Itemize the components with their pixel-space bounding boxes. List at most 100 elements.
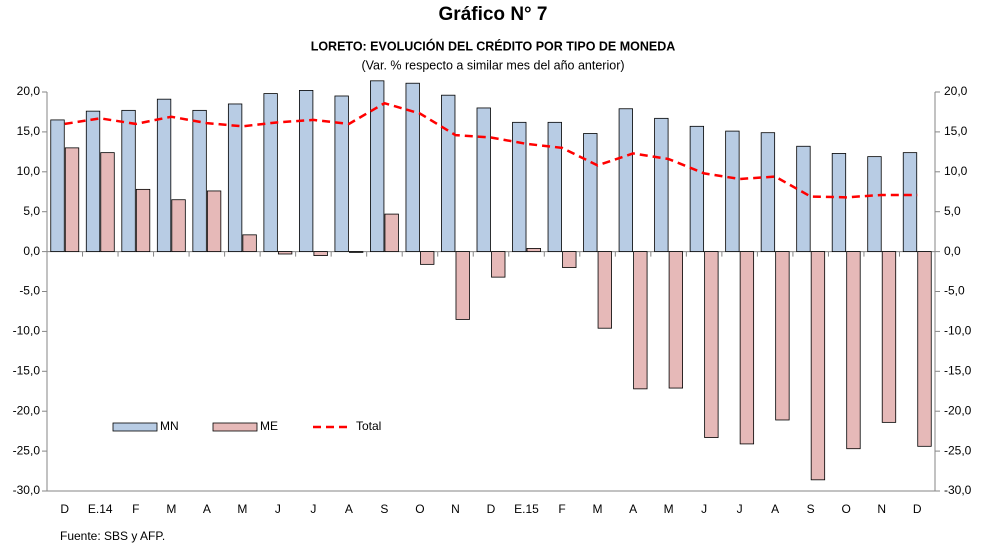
- x-tick-label: D: [487, 502, 496, 516]
- x-tick-label: A: [629, 502, 637, 516]
- bar: [370, 80, 385, 253]
- bar: [50, 119, 65, 252]
- x-tick-label: E.15: [514, 502, 539, 516]
- bar: [689, 125, 705, 253]
- legend-label: ME: [260, 419, 278, 433]
- bar: [277, 251, 293, 255]
- bar: [633, 251, 648, 390]
- bar: [192, 109, 207, 252]
- bar: [334, 95, 349, 252]
- y2-tick-label: -25,0: [944, 443, 972, 457]
- bar: [760, 132, 776, 252]
- y-tick-label: -20,0: [13, 403, 41, 417]
- legend-label: Total: [356, 419, 381, 433]
- y2-tick-label: 5,0: [944, 204, 961, 218]
- chart-subtitle: LORETO: EVOLUCIÓN DEL CRÉDITO POR TIPO D…: [311, 38, 676, 53]
- legend-swatch: [112, 422, 158, 432]
- bar: [512, 121, 527, 252]
- bar: [491, 251, 506, 278]
- x-tick-label: M: [237, 502, 247, 516]
- bar: [64, 147, 80, 252]
- bar: [121, 109, 136, 252]
- bar: [867, 156, 882, 252]
- bar: [227, 103, 243, 253]
- y2-tick-label: -20,0: [944, 403, 972, 417]
- source: Fuente: SBS y AFP.: [60, 529, 165, 543]
- x-tick-label: M: [664, 502, 674, 516]
- y-tick-label: -5,0: [19, 284, 40, 298]
- x-tick-label: S: [380, 502, 388, 516]
- bar: [313, 251, 328, 256]
- bar: [455, 251, 470, 320]
- x-tick-label: N: [451, 502, 460, 516]
- bar: [100, 152, 115, 252]
- y-tick-label: 10,0: [17, 164, 41, 178]
- y-tick-label: -30,0: [13, 483, 41, 497]
- bar: [831, 153, 847, 252]
- bar: [796, 145, 811, 252]
- x-tick-label: O: [415, 502, 424, 516]
- bar: [547, 121, 562, 252]
- y2-tick-label: 10,0: [944, 164, 968, 178]
- bar: [298, 90, 314, 252]
- x-tick-label: S: [807, 502, 815, 516]
- x-tick-label: N: [877, 502, 886, 516]
- x-tick-label: J: [310, 502, 316, 516]
- bar: [881, 251, 897, 423]
- bar: [562, 251, 577, 268]
- legend-swatch: [212, 422, 258, 432]
- y2-tick-label: -10,0: [944, 324, 972, 338]
- bar: [156, 98, 172, 252]
- bar: [739, 251, 755, 445]
- legend-label: MN: [160, 419, 179, 433]
- x-tick-label: M: [593, 502, 603, 516]
- x-tick-label: J: [275, 502, 281, 516]
- bar: [420, 251, 435, 265]
- x-tick-label: M: [166, 502, 176, 516]
- bar: [171, 199, 186, 252]
- bar: [810, 251, 826, 481]
- chart-title: Gráfico N° 7: [439, 4, 548, 25]
- y-tick-label: 20,0: [17, 84, 41, 98]
- bar: [597, 251, 612, 329]
- y2-tick-label: -5,0: [944, 284, 965, 298]
- bar: [384, 213, 399, 252]
- bar: [263, 93, 278, 252]
- bar: [476, 107, 491, 252]
- bar: [242, 234, 257, 252]
- bar: [668, 251, 683, 389]
- bar: [725, 130, 740, 253]
- bar: [135, 188, 151, 253]
- x-tick-label: F: [132, 502, 139, 516]
- x-tick-label: A: [771, 502, 779, 516]
- x-tick-label: E.14: [88, 502, 113, 516]
- x-tick-label: J: [737, 502, 743, 516]
- bar: [917, 251, 932, 447]
- y2-tick-label: 0,0: [944, 244, 961, 258]
- x-tick-label: A: [203, 502, 211, 516]
- bar: [902, 152, 918, 252]
- bar: [775, 251, 790, 421]
- y2-tick-label: -15,0: [944, 363, 972, 377]
- x-tick-label: A: [345, 502, 353, 516]
- chart-note: (Var. % respecto a similar mes del año a…: [361, 58, 624, 72]
- x-tick-label: F: [558, 502, 565, 516]
- bar: [618, 108, 633, 252]
- y-tick-label: -15,0: [13, 363, 41, 377]
- y-tick-label: -10,0: [13, 324, 41, 338]
- x-tick-label: D: [913, 502, 922, 516]
- bar: [349, 251, 364, 253]
- y-tick-label: 15,0: [17, 124, 41, 138]
- y-tick-label: 5,0: [23, 204, 40, 218]
- x-tick-label: D: [60, 502, 69, 516]
- y2-tick-label: 20,0: [944, 84, 968, 98]
- bar: [405, 82, 420, 253]
- bar: [583, 133, 598, 252]
- bar: [654, 117, 669, 253]
- line: [64, 101, 918, 199]
- bar: [441, 94, 456, 253]
- x-tick-label: O: [842, 502, 851, 516]
- bar: [526, 248, 541, 253]
- bar: [206, 190, 222, 252]
